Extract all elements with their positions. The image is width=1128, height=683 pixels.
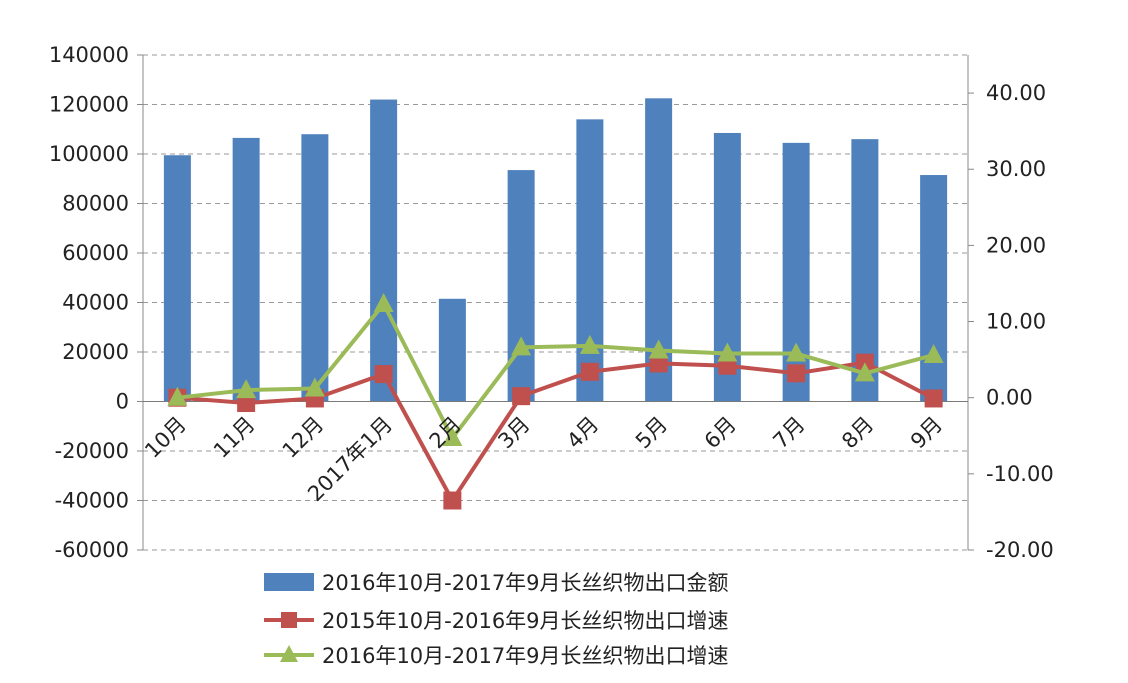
point-marker-square: [787, 364, 806, 383]
bar: [301, 134, 329, 402]
point-marker-square: [512, 387, 531, 406]
category-label: 4月: [562, 412, 603, 453]
point-marker-triangle: [304, 377, 325, 397]
bar: [232, 137, 260, 402]
left-tick-label: 40000: [62, 291, 129, 315]
point-marker-triangle: [854, 362, 875, 382]
legend: 2016年10月-2017年9月长丝织物出口金额 2015年10月-2016年9月…: [264, 571, 729, 668]
legend-label: 2016年10月-2017年9月长丝织物出口金额: [322, 571, 729, 595]
bar: [782, 142, 810, 402]
point-marker-square: [649, 354, 668, 373]
right-tick-label: 10.00: [986, 310, 1046, 334]
point-marker-triangle: [373, 293, 394, 313]
left-tick-label: 140000: [49, 43, 129, 67]
point-marker-triangle: [923, 344, 944, 364]
category-label: 10月: [140, 412, 191, 463]
legend-label: 2016年10月-2017年9月长丝织物出口增速: [322, 644, 729, 668]
legend-swatch-bar: [264, 573, 314, 591]
left-tick-label: 0: [116, 390, 129, 414]
axes: -60000 -40000 -20000 0 20000 40000 60000 80000 1…: [49, 43, 1054, 562]
line-series: [167, 293, 944, 510]
point-marker-square: [443, 491, 462, 510]
legend-marker-triangle: [280, 645, 298, 662]
category-label: 12月: [278, 412, 329, 463]
point-marker-triangle: [717, 342, 738, 362]
point-marker-square: [374, 365, 393, 384]
left-tick-label: -20000: [55, 439, 129, 463]
category-label: 5月: [631, 412, 672, 453]
bar: [370, 99, 398, 402]
category-label: 8月: [837, 412, 878, 453]
left-tick-label: -40000: [55, 489, 129, 513]
right-tick-label: 40.00: [986, 81, 1046, 105]
point-marker-triangle: [167, 386, 188, 406]
category-label: 3月: [493, 412, 534, 453]
category-label: 11月: [209, 412, 260, 463]
series-line: [177, 360, 935, 503]
left-tick-label: 80000: [62, 192, 129, 216]
point-marker-triangle: [579, 334, 600, 354]
category-label: 9月: [906, 412, 947, 453]
bar: [438, 298, 466, 402]
point-marker-triangle: [442, 427, 463, 447]
bar: [163, 155, 191, 402]
category-label: 7月: [768, 412, 809, 453]
category-label: 2月: [425, 412, 466, 453]
grid-lines: [143, 54, 968, 551]
point-marker-square: [580, 362, 599, 381]
left-tick-label: -60000: [55, 538, 129, 562]
point-marker-square: [237, 394, 256, 413]
legend-label: 2015年10月-2016年9月长丝织物出口增速: [322, 609, 729, 633]
right-tick-label: -10.00: [986, 462, 1054, 486]
point-marker-triangle: [648, 339, 669, 359]
point-marker-triangle: [236, 379, 257, 399]
left-tick-label: 100000: [49, 142, 129, 166]
bar-series: [163, 98, 948, 402]
bar: [576, 119, 604, 402]
right-tick-label: 0.00: [986, 386, 1033, 410]
point-marker-triangle: [786, 342, 807, 362]
bar: [507, 170, 535, 402]
right-tick-label: -20.00: [986, 538, 1054, 562]
bar: [920, 175, 948, 402]
right-tick-label: 30.00: [986, 157, 1046, 181]
point-marker-square: [924, 389, 943, 408]
left-tick-label: 60000: [62, 241, 129, 265]
left-tick-label: 20000: [62, 340, 129, 364]
left-tick-label: 120000: [49, 93, 129, 117]
point-marker-triangle: [511, 336, 532, 356]
series-line: [177, 302, 935, 441]
legend-marker-square: [281, 612, 297, 628]
category-label: 6月: [700, 412, 741, 453]
right-tick-label: 20.00: [986, 233, 1046, 257]
